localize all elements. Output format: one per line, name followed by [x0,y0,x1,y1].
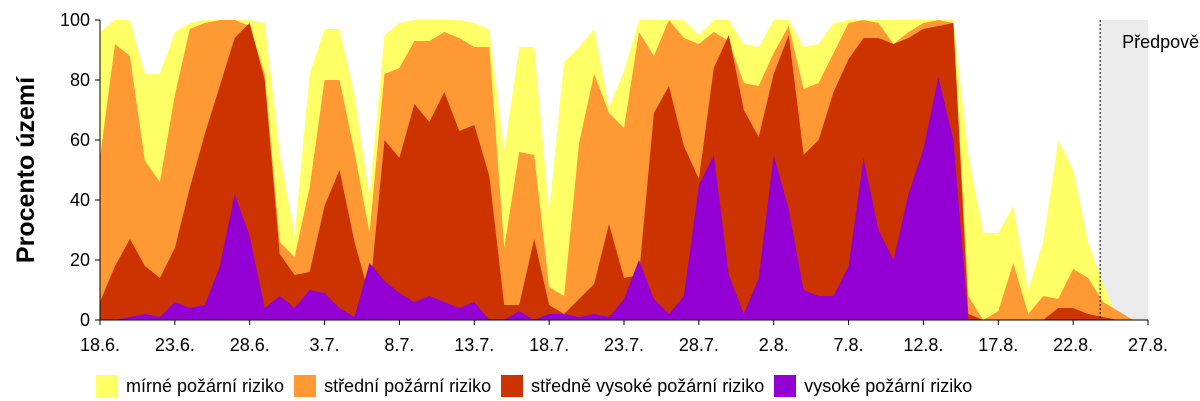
y-tick-label: 40 [70,190,90,210]
x-tick-label: 3.7. [310,335,340,355]
y-axis-label: Procento území [12,76,40,263]
y-tick-label: 20 [70,250,90,270]
x-tick-label: 22.8. [1053,335,1093,355]
legend: mírné požární riziko střední požární riz… [96,371,982,401]
legend-label-high: vysoké požární riziko [804,375,973,396]
legend-item-medium-high: středně vysoké požární riziko [501,375,764,397]
x-tick-label: 27.8. [1128,335,1168,355]
forecast-label: Předpověď [1122,32,1200,52]
y-tick-label: 100 [60,10,90,30]
x-tick-label: 23.6. [155,335,195,355]
legend-swatch-high [774,375,797,397]
legend-item-mild: mírné požární riziko [96,375,284,397]
x-tick-label: 23.7. [604,335,644,355]
legend-label-medium-high: středně vysoké požární riziko [531,375,765,396]
x-tick-label: 28.7. [679,335,719,355]
area-series-group [100,20,1148,320]
legend-item-high: vysoké požární riziko [774,375,972,397]
x-tick-label: 2.8. [759,335,789,355]
area-series-0 [100,77,1148,320]
x-tick-label: 28.6. [230,335,270,355]
x-tick-label: 13.7. [454,335,494,355]
legend-item-medium: střední požární riziko [294,375,491,397]
forecast-region [1100,20,1148,320]
y-tick-label: 60 [70,130,90,150]
legend-label-mild: mírné požární riziko [126,375,285,396]
x-tick-label: 18.7. [529,335,569,355]
y-tick-label: 0 [80,310,90,330]
x-tick-label: 8.7. [384,335,414,355]
y-tick-label: 80 [70,70,90,90]
x-tick-label: 17.8. [978,335,1018,355]
x-tick-label: 7.8. [834,335,864,355]
fire-risk-area-chart: Předpověď 0 20 40 60 80 100 18.6. 23.6. 28.6. 3.7… [12,10,1200,355]
axes-group: 0 20 40 60 80 100 18.6. 23.6. 28.6. 3.7. 8.7. 13.7.… [60,10,1168,355]
legend-swatch-medium-high [501,375,524,397]
legend-swatch-medium [294,375,317,397]
x-tick-label: 18.6. [80,335,120,355]
x-tick-label: 12.8. [903,335,943,355]
legend-label-medium: střední požární riziko [324,375,492,396]
legend-swatch-mild [96,375,118,397]
